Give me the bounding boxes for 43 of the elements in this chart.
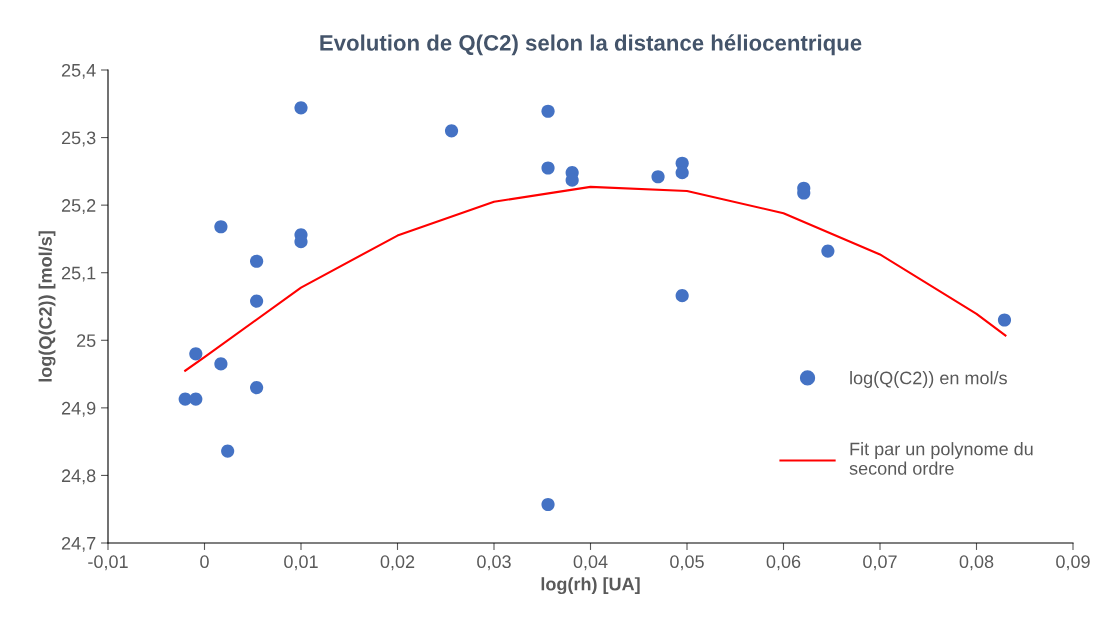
line-series: [184, 185, 1007, 372]
y-axis-title: log(Q(C2)) [mol/s]: [38, 231, 56, 382]
y-tick-label: 25,3: [61, 131, 96, 147]
x-tick-label: 0,02: [380, 555, 415, 571]
point: [541, 161, 555, 175]
x-tick-label: 0,05: [670, 555, 704, 571]
point: [214, 220, 228, 234]
y-tick-label: 25,4: [61, 63, 96, 79]
y-tick-label: 24,7: [61, 536, 96, 552]
x-tick-label: 0,08: [959, 555, 994, 571]
point: [997, 313, 1012, 327]
point: [250, 254, 264, 268]
y-tick-label: 25,1: [61, 266, 96, 282]
chart-title: Evolution de Q(C2) selon la distance héliocentrique: [320, 34, 862, 56]
y-tick-label: 24,9: [61, 401, 96, 417]
x-tick-label: 0,09: [1056, 555, 1090, 571]
y-tick-label: 25,2: [61, 199, 96, 214]
point: [250, 294, 264, 308]
point: [821, 244, 835, 258]
point: [651, 170, 665, 184]
point: [294, 101, 308, 115]
point: [189, 392, 203, 406]
point: [675, 289, 689, 303]
point: [214, 357, 228, 371]
point: [541, 497, 555, 512]
point: [675, 166, 689, 180]
x-tick-label: 0,01: [284, 555, 318, 571]
x-tick-label: 0: [200, 555, 209, 569]
point: [221, 444, 235, 458]
x-axis-title: log(rh) [UA]: [541, 577, 640, 595]
x-tick-label: 0,03: [477, 555, 511, 571]
y-tick-label: 24,8: [61, 469, 96, 485]
point: [541, 104, 555, 118]
point: [444, 124, 459, 138]
x-tick-label: 0,07: [863, 555, 897, 571]
legend-label: log(Q(C2)) en mol/s: [850, 371, 1007, 388]
y-tick-label: 25: [77, 334, 96, 348]
x-tick-label: -0,01: [88, 555, 128, 571]
legend-label: Fit par un polynome du second ordre: [849, 442, 1033, 475]
point: [189, 347, 203, 361]
x-tick-label: 0,06: [766, 555, 801, 571]
point: [250, 381, 264, 395]
x-tick-label: 0,04: [573, 555, 608, 571]
